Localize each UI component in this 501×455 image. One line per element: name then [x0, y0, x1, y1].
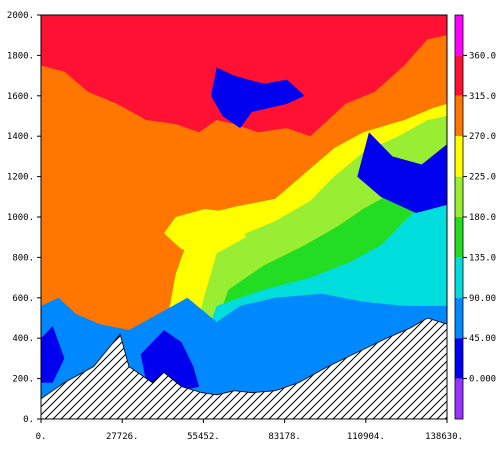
colorbar-segment [455, 55, 463, 96]
x-tick-label: 138630. [425, 432, 463, 442]
colorbar-label: 45.00 [469, 334, 496, 344]
y-tick-label: 600. [12, 294, 34, 304]
colorbar-segment [455, 176, 463, 217]
y-tick-label: 1000. [7, 213, 34, 223]
colorbar-segment [455, 136, 463, 177]
colorbar-segment [455, 338, 463, 379]
colorbar-segment [455, 257, 463, 298]
contour-region-7 [357, 132, 447, 213]
y-axis: 0. 200. 400. 600. 800. 1000. 1200. 1400. 1600. 18… [7, 11, 41, 425]
y-tick-label: 1200. [7, 173, 34, 183]
y-tick-label: 400. [12, 334, 34, 344]
colorbar-label: 225.0 [469, 173, 496, 183]
y-tick-label: 200. [12, 375, 34, 385]
colorbar-segment [455, 217, 463, 258]
colorbar-legend: 360.0 315.0 270.0 225.0 180.0 135.0 90.00 45.00… [454, 14, 496, 420]
contour-region-9 [140, 330, 200, 393]
colorbar-label: 315.0 [469, 92, 496, 102]
x-axis: 0. 27726. 55452. 83178. 110904. 138630. [36, 419, 463, 442]
y-tick-label: 1800. [7, 51, 34, 61]
colorbar-segment [455, 378, 463, 419]
colorbar-label: 90.00 [469, 294, 496, 304]
terrain-layer [41, 317, 447, 419]
y-tick-label: 800. [12, 253, 34, 263]
y-tick-label: 2000. [7, 11, 34, 21]
x-tick-label: 55452. [187, 432, 220, 442]
colorbar-label: 180.0 [469, 213, 496, 223]
x-tick-label: 83178. [268, 432, 301, 442]
y-tick-label: 1400. [7, 132, 34, 142]
x-tick-label: 27726. [106, 432, 139, 442]
y-tick-label: 1600. [7, 92, 34, 102]
colorbar-segment-top [455, 15, 463, 56]
contour-region-8 [210, 67, 305, 129]
x-tick-label: 110904. [347, 432, 385, 442]
contour-region-10 [41, 326, 65, 383]
colorbar-segment [455, 95, 463, 137]
contour-region-5 [205, 184, 447, 339]
contour-region-11 [164, 208, 246, 254]
colorbar-label: 360.0 [469, 51, 496, 61]
x-tick-label: 0. [36, 432, 47, 442]
terrain-hatch [41, 317, 447, 419]
colorbar-label: 135.0 [469, 253, 496, 263]
contour-fields [41, 15, 447, 419]
colorbar-label: 270.0 [469, 132, 496, 142]
y-tick-label: 0. [23, 415, 34, 425]
colorbar-label: 0.000 [469, 375, 496, 385]
colorbar-segment [455, 297, 463, 339]
